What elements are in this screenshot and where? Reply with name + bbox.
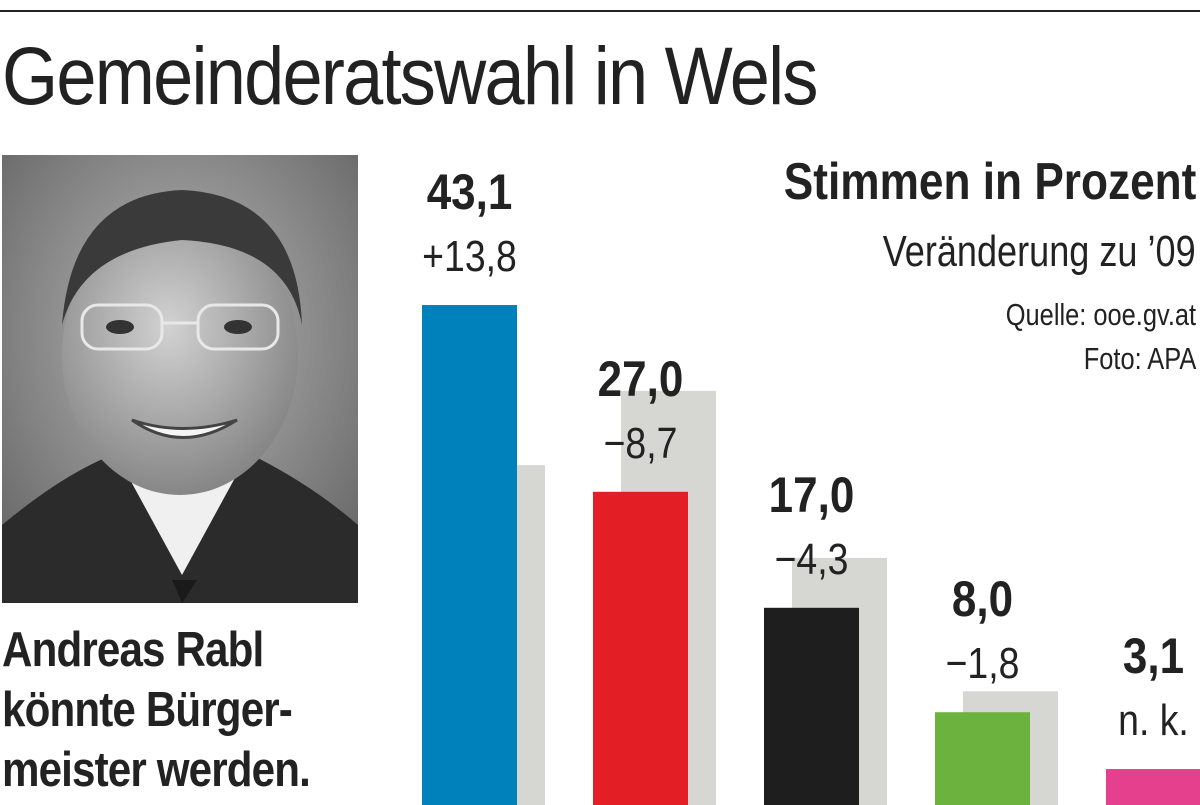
value-label-5: 3,1 bbox=[1123, 627, 1184, 683]
bar-2 bbox=[593, 491, 688, 805]
portrait-image bbox=[2, 155, 358, 603]
caption-line-1: Andreas Rabl bbox=[2, 623, 264, 677]
value-label-3: 17,0 bbox=[769, 466, 855, 522]
change-label-1: +13,8 bbox=[422, 231, 517, 281]
change-label-2: −8,7 bbox=[604, 418, 678, 468]
change-label: Veränderung zu ’09 bbox=[883, 227, 1196, 276]
caption-line-3: meister werden. bbox=[2, 743, 311, 797]
bar-3 bbox=[764, 607, 859, 805]
bar-4 bbox=[935, 712, 1030, 805]
portrait-photo bbox=[2, 155, 358, 603]
change-label-4: −1,8 bbox=[946, 638, 1020, 688]
photo-credit: Foto: APA bbox=[1083, 341, 1196, 376]
change-label-5: n. k. bbox=[1118, 695, 1189, 745]
caption-line-2: könnte Bürger- bbox=[2, 683, 293, 737]
source-note: Quelle: ooe.gv.at bbox=[1005, 297, 1196, 332]
bar-1 bbox=[422, 305, 517, 805]
chart-subtitle: Stimmen in Prozent bbox=[783, 153, 1196, 211]
bar-5 bbox=[1106, 769, 1200, 805]
value-label-4: 8,0 bbox=[952, 571, 1013, 627]
change-label-3: −4,3 bbox=[775, 534, 849, 584]
photo-caption: Andreas Rabl könnte Bürger- meister werd… bbox=[2, 620, 363, 800]
top-rule bbox=[0, 10, 1200, 12]
chart-title: Gemeinderatswahl in Wels bbox=[2, 31, 818, 122]
value-label-2: 27,0 bbox=[598, 350, 684, 406]
value-label-1: 43,1 bbox=[427, 163, 513, 219]
